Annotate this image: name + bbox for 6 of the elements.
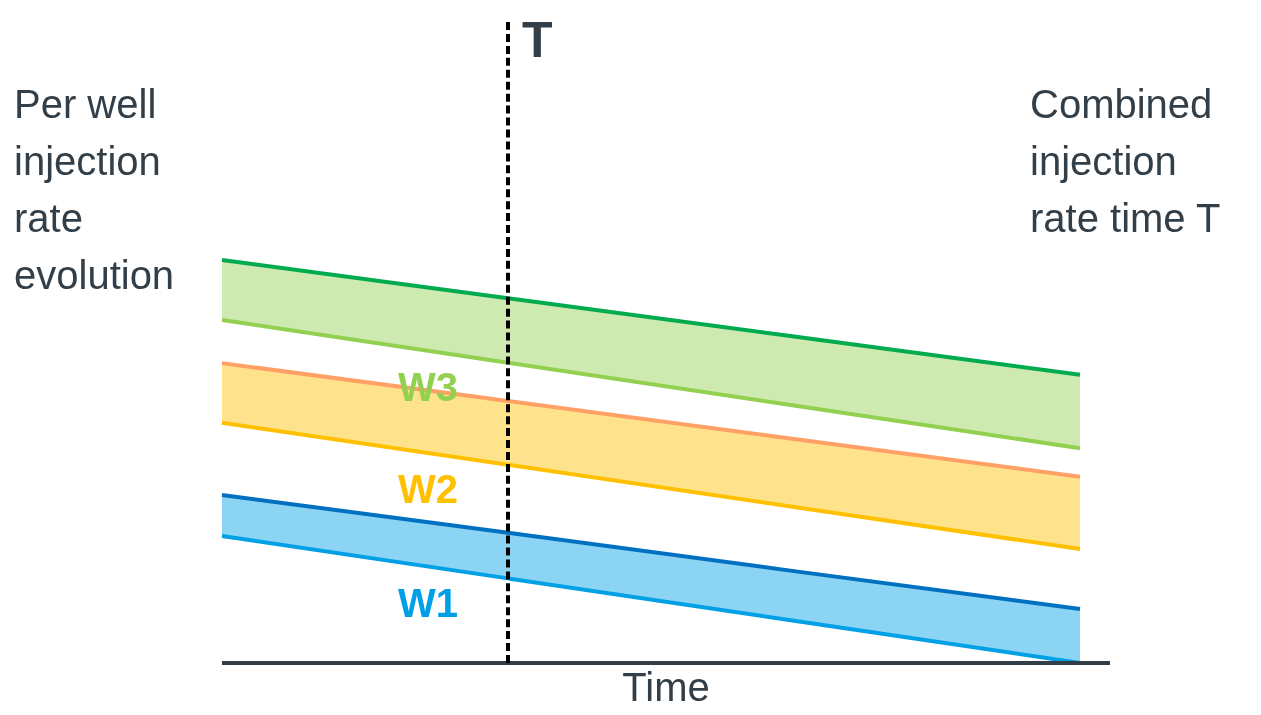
series-label: W1 xyxy=(397,580,458,625)
text: Combined injection rate time T xyxy=(1030,81,1222,242)
y-axis-title: Per well injection rate evolution xyxy=(14,81,176,299)
series-label: W2 xyxy=(397,466,458,511)
text: T xyxy=(522,11,553,70)
x-axis-title: Time xyxy=(622,665,710,709)
